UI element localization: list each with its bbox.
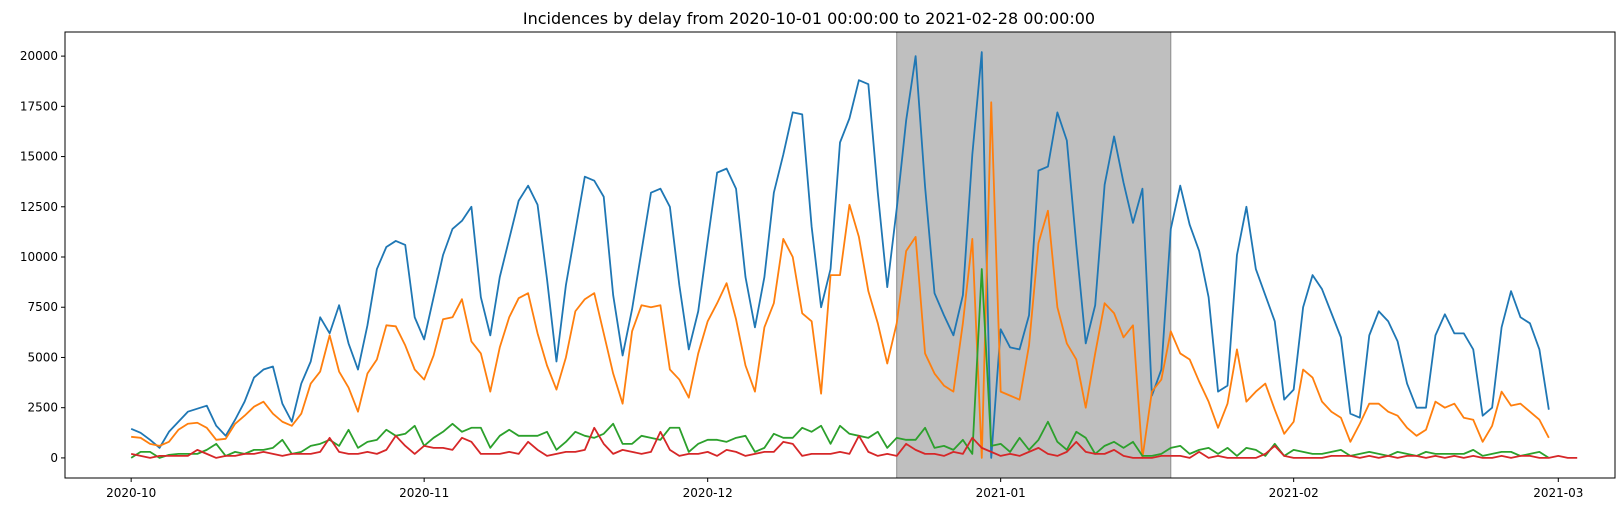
series-line-3 — [130, 268, 1550, 459]
x-axis: 2020-10 2020-11 2020-12 2021-01 2021-02 2021-… — [106, 478, 1583, 500]
x-tick-label: 2021-01 — [976, 486, 1026, 500]
x-tick-label: 2020-12 — [683, 486, 733, 500]
x-tick-label: 2020-10 — [106, 486, 156, 500]
y-axis: 0 2500 5000 7500 10000 12500 15000 17500 20000 — [20, 49, 65, 465]
plot-frame — [64, 31, 1616, 479]
x-tick-label: 2021-02 — [1269, 486, 1319, 500]
y-tick-label: 0 — [50, 451, 58, 465]
series-line-4 — [130, 426, 1578, 459]
series-line-2 — [131, 101, 1550, 459]
series-line-1 — [130, 51, 1550, 459]
y-tick-label: 7500 — [27, 300, 58, 314]
y-tick-label: 5000 — [27, 350, 58, 364]
y-tick-label: 20000 — [20, 49, 58, 63]
y-tick-label: 2500 — [27, 401, 58, 415]
y-tick-label: 15000 — [20, 150, 58, 164]
y-tick-label: 12500 — [20, 200, 58, 214]
y-tick-label: 17500 — [20, 99, 58, 113]
chart-title: Incidences by delay from 2020-10-01 00:0… — [523, 9, 1095, 28]
x-tick-label: 2020-11 — [399, 486, 449, 500]
series-layer — [130, 51, 1578, 459]
y-tick-label: 10000 — [20, 250, 58, 264]
x-tick-label: 2021-03 — [1533, 486, 1583, 500]
